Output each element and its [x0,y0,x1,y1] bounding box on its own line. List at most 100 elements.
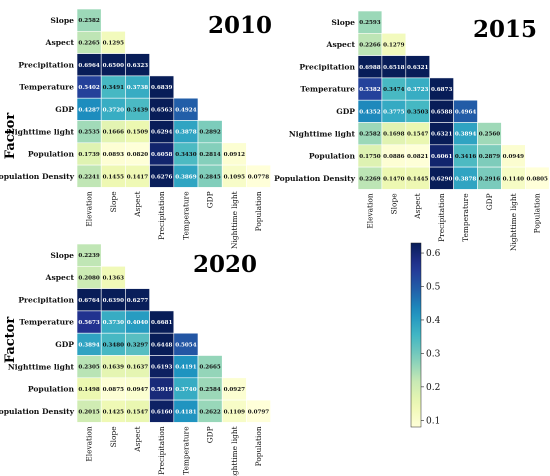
cell-value-label: 0.4352 [359,109,381,115]
cell-value-label: 0.0820 [127,152,149,158]
row-label: GDP [55,340,74,349]
row-label: Slope [50,16,74,25]
y-axis-label: Factor [3,317,18,364]
cell-value-label: 0.6276 [151,174,173,180]
row-label: Slope [50,251,74,260]
cell-value-label: 0.5919 [151,387,173,393]
cell-value-label: 0.4040 [127,320,149,326]
row-label: Temperature [19,318,74,327]
cell-value-label: 0.0805 [527,176,549,182]
cell-value-label: 0.1547 [407,132,429,138]
cell-value-label: 0.6681 [151,320,173,326]
cell-value-label: 0.2266 [359,42,381,48]
row-label: GDP [336,107,355,116]
column-label: Elevation [85,426,94,461]
column-label: Population [254,191,263,231]
cell-value-label: 0.3775 [383,109,405,115]
row-label: Aspect [45,38,75,47]
cell-value-label: 0.4287 [78,107,100,113]
cell-value-label: 0.2015 [78,409,100,415]
cell-value-label: 0.3723 [407,87,429,93]
cell-value-label: 0.6518 [383,65,405,71]
cell-value-label: 0.3894 [455,132,477,138]
cell-value-label: 0.6873 [431,87,453,93]
cell-value-label: 0.3878 [175,130,197,136]
cell-value-label: 0.3474 [383,87,405,93]
row-label: Population [28,150,75,159]
cell-value-label: 0.0912 [224,152,246,158]
cell-value-label: 0.1445 [407,176,429,182]
column-label: Temperature [181,426,190,474]
column-label: Precipitation [157,426,166,475]
cell-value-label: 0.0927 [224,387,246,393]
row-label: Aspect [326,40,356,49]
cell-value-label: 0.6160 [151,409,173,415]
cell-value-label: 0.4964 [455,109,477,115]
cell-value-label: 0.1639 [103,365,125,371]
cell-value-label: 0.6448 [151,342,173,348]
column-label: GDP [485,193,494,210]
cell-value-label: 0.0778 [248,174,270,180]
cell-value-label: 0.3738 [127,85,149,91]
cell-value-label: 0.5402 [78,85,100,91]
cell-value-label: 0.1698 [383,132,405,138]
cell-value-label: 0.1547 [127,409,149,415]
cell-value-label: 0.1140 [503,176,525,182]
colorbar-tick-label: 0.6 [426,249,441,259]
row-label: GDP [55,105,74,114]
column-label: Slope [389,193,398,214]
cell-value-label: 0.2239 [78,253,100,259]
row-label: Population Density [0,407,75,416]
column-label: Aspect [133,426,142,452]
colorbar: 0.1 0.2 0.3 0.4 0.5 0.6 [410,242,441,428]
panel-title: 2015 [473,16,537,43]
column-label: Slope [109,426,118,447]
column-label: Temperature [461,193,470,241]
cell-value-label: 0.2916 [479,176,501,182]
column-label: Elevation [85,191,94,226]
column-label: Nighttime light [230,426,239,476]
column-label: Precipitation [437,193,446,242]
cell-value-label: 0.1455 [103,174,125,180]
row-label: Aspect [45,273,75,282]
column-label: Nighttime light [509,193,518,251]
cell-value-label: 0.2305 [78,365,100,371]
cell-value-label: 0.4191 [175,365,197,371]
cell-value-label: 0.6563 [151,107,173,113]
colorbar-tick-label: 0.1 [426,416,440,426]
cell-value-label: 0.2845 [199,174,221,180]
y-axis-label: Factor [3,113,18,160]
cell-value-label: 0.6058 [151,152,173,158]
row-label: Temperature [300,85,355,94]
cell-value-label: 0.6193 [151,365,173,371]
cell-value-label: 0.4181 [175,409,197,415]
cell-value-label: 0.2535 [78,130,100,136]
column-label: GDP [206,191,215,208]
cell-value-label: 0.2622 [199,409,221,415]
cell-value-label: 0.2560 [479,132,501,138]
cell-value-label: 0.6500 [103,63,125,69]
column-label: Aspect [413,193,422,219]
cell-value-label: 0.6294 [151,130,173,136]
cell-value-label: 0.1363 [103,275,125,281]
cell-value-label: 0.5673 [78,320,100,326]
colorbar-gradient [410,242,422,428]
cell-value-label: 0.3491 [103,85,125,91]
heatmap-cell [246,399,271,423]
row-label: Population [309,152,356,161]
cell-value-label: 0.2584 [199,387,221,393]
cell-value-label: 0.1295 [103,40,125,46]
heatmap-cell [524,166,550,190]
cell-value-label: 0.2879 [479,154,501,160]
cell-value-label: 0.3480 [103,342,125,348]
cell-value-label: 0.1470 [383,176,405,182]
cell-value-label: 0.2593 [359,20,381,26]
column-label: Precipitation [157,191,166,240]
heatmap-panel-2020: 0.2239 0.2080 0.1363 0.6764 0.6390 0.6277 0.56… [0,243,271,476]
cell-value-label: 0.6321 [407,65,429,71]
cell-value-label: 0.3869 [175,174,197,180]
row-label: Precipitation [18,295,74,304]
row-label: Population [28,385,75,394]
